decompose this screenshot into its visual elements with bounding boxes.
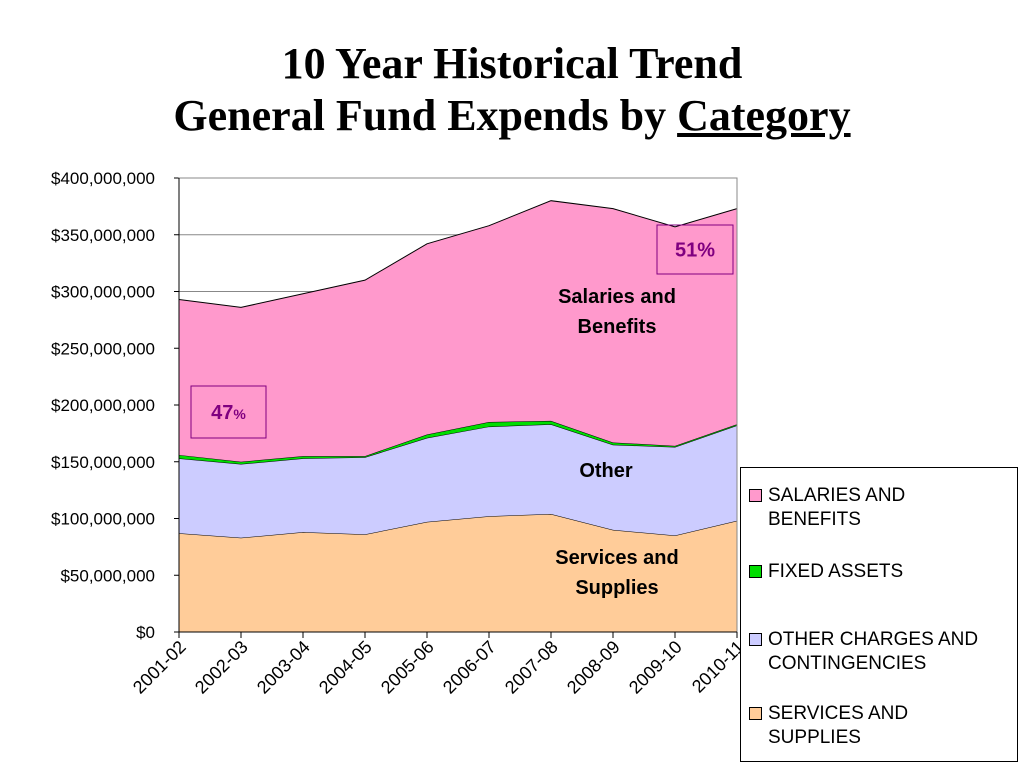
legend-item: OTHER CHARGES AND CONTINGENCIES [749, 628, 1018, 676]
y-tick-label: $0 [136, 623, 155, 642]
legend: SALARIES AND BENEFITS FIXED ASSETS OTHER CH… [740, 467, 1018, 762]
legend-swatch [749, 489, 762, 502]
percent-label: 51% [675, 240, 715, 262]
y-tick-label: $300,000,000 [51, 283, 155, 302]
x-tick-label: 2009-10 [625, 637, 686, 698]
annotation-label: Benefits [578, 316, 657, 338]
title-line-1: 10 Year Historical Trend [281, 39, 743, 88]
x-tick-label: 2004-05 [315, 637, 376, 698]
percent-box [656, 224, 734, 275]
percent-label: 47% [211, 402, 246, 424]
series-line-salaries-and-benefits [178, 200, 738, 308]
x-tick-label: 2010-11 [688, 637, 748, 697]
x-tick-label: 2007-08 [501, 637, 562, 698]
annotation-label: Salaries and [558, 286, 676, 308]
y-axis-ticks: $0 $50,000,000 $100,000,000 $150,000,000 $20… [51, 169, 155, 642]
legend-swatch [749, 565, 762, 578]
y-tick-label: $150,000,000 [51, 453, 155, 472]
y-tick-label: $250,000,000 [51, 339, 155, 358]
title-line-2: General Fund Expends by Category [0, 90, 1024, 142]
percent-box [190, 385, 267, 439]
y-tick-label: $50,000,000 [60, 566, 155, 585]
y-tick-label: $400,000,000 [51, 169, 155, 188]
annotation-label: Services and [555, 547, 678, 569]
annotation-label: Supplies [575, 577, 658, 599]
x-tick-label: 2005-06 [377, 637, 438, 698]
series-areas [178, 200, 738, 632]
legend-label: SERVICES AND SUPPLIES [768, 703, 909, 748]
area-other-charges-and-contingencies [179, 424, 737, 538]
annotation-label: Other [579, 460, 633, 482]
area-services-and-supplies [179, 513, 737, 632]
y-tick-label: $200,000,000 [51, 396, 155, 415]
axes [174, 177, 738, 638]
area-salaries-and-benefits [179, 200, 737, 462]
title-line-2-prefix: General Fund Expends by [173, 91, 667, 140]
y-tick-label: $100,000,000 [51, 510, 155, 529]
x-axis-ticks: 2001-02 2002-03 2003-04 2004-05 2005-06 2006-… [129, 637, 748, 698]
legend-item: SERVICES AND SUPPLIES [749, 702, 1018, 750]
x-tick-label: 2008-09 [563, 637, 624, 698]
annotations: Salaries and Benefits Other Services and Sup… [190, 224, 734, 599]
area-fixed-assets [179, 420, 737, 465]
legend-label: FIXED ASSETS [768, 561, 904, 582]
chart-title: 10 Year Historical Trend General Fund Ex… [0, 38, 1024, 142]
x-tick-label: 2003-04 [253, 637, 314, 698]
legend-swatch [749, 633, 762, 646]
y-tick-label: $350,000,000 [51, 226, 155, 245]
x-tick-label: 2002-03 [191, 637, 252, 698]
legend-swatch [749, 707, 762, 720]
x-tick-label: 2001-02 [129, 637, 190, 698]
legend-label: OTHER CHARGES AND CONTINGENCIES [768, 629, 979, 674]
legend-item: SALARIES AND BENEFITS [749, 484, 1018, 532]
x-tick-label: 2006-07 [439, 637, 500, 698]
legend-item: FIXED ASSETS [749, 560, 1018, 584]
legend-label: SALARIES AND BENEFITS [768, 485, 906, 530]
title-line-2-underlined: Category [677, 91, 851, 140]
